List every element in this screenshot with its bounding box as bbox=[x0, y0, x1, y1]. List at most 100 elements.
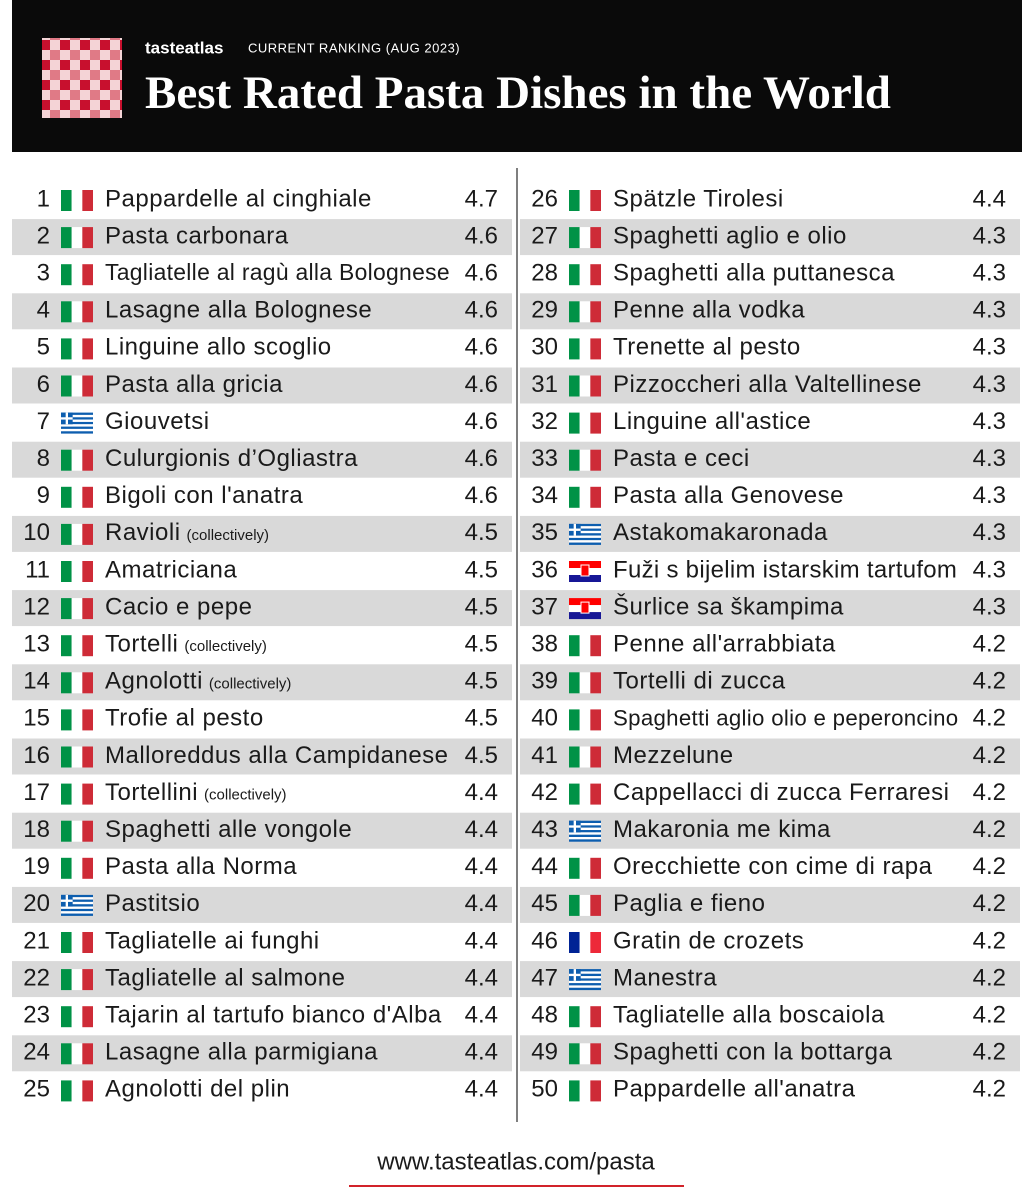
flag bbox=[61, 1043, 93, 1065]
table-row: 21 Tagliatelle ai funghi 4.4 bbox=[23, 927, 498, 954]
flag-stripe bbox=[61, 635, 72, 657]
flag-stripe bbox=[61, 969, 72, 991]
dish-name: Paglia e fieno bbox=[613, 890, 765, 917]
rating: 4.6 bbox=[465, 260, 498, 287]
flag-stripe bbox=[569, 635, 580, 657]
rating: 4.2 bbox=[973, 1002, 1006, 1029]
flag-stripe bbox=[71, 672, 83, 694]
flag-stripe bbox=[569, 987, 601, 991]
dish-name: Malloreddus alla Campidanese bbox=[105, 742, 449, 769]
flag-stripe bbox=[61, 746, 72, 768]
rating: 4.4 bbox=[465, 890, 498, 917]
row-band bbox=[520, 590, 1020, 627]
row-band bbox=[12, 293, 512, 330]
flag-stripe bbox=[569, 523, 601, 527]
flag-stripe bbox=[61, 899, 93, 902]
flag-stripe bbox=[579, 783, 591, 805]
rank: 30 bbox=[531, 334, 558, 361]
flag-stripe bbox=[569, 825, 601, 828]
dish-name: Lasagne alla parmigiana bbox=[105, 1039, 378, 1066]
rank: 34 bbox=[531, 482, 558, 509]
rank: 29 bbox=[531, 297, 558, 324]
rank: 31 bbox=[531, 371, 558, 398]
table-row: 26 Spätzle Tirolesi 4.4 bbox=[531, 185, 1006, 212]
flag-stripe bbox=[569, 540, 601, 543]
dish-name: Gratin de crozets bbox=[613, 927, 804, 954]
logo bbox=[42, 38, 122, 118]
dish-name: Ravioli bbox=[105, 519, 181, 546]
flag bbox=[569, 523, 601, 545]
dish-name: Pasta carbonara bbox=[105, 222, 289, 249]
dish-note: (collectively) bbox=[184, 638, 267, 655]
table-row: 29 Penne alla vodka 4.3 bbox=[520, 293, 1020, 330]
flag-stripe bbox=[590, 449, 601, 471]
row-band bbox=[520, 441, 1020, 478]
flag-stripe bbox=[61, 375, 72, 397]
flag-stripe bbox=[569, 375, 580, 397]
table-row: 40 Spaghetti aglio olio e peperoncino 4.2 bbox=[531, 705, 1006, 732]
rating: 4.5 bbox=[465, 742, 498, 769]
flag bbox=[61, 857, 93, 879]
flag-stripe bbox=[61, 190, 72, 211]
flag-stripe bbox=[82, 820, 93, 842]
flag-stripe bbox=[71, 338, 83, 360]
flag bbox=[61, 338, 93, 360]
dish-name: Šurlice sa škampima bbox=[613, 592, 844, 620]
row-band bbox=[12, 1035, 512, 1072]
flag-stripe bbox=[61, 424, 93, 427]
rank: 28 bbox=[531, 260, 558, 287]
dish-name: Pappardelle al cinghiale bbox=[105, 185, 372, 212]
flag-stripe bbox=[590, 190, 601, 211]
dish-name: Tortelli di zucca bbox=[613, 668, 786, 695]
rating: 4.3 bbox=[973, 297, 1006, 324]
table-row: 15 Trofie al pesto 4.5 bbox=[23, 705, 498, 732]
table-row: 49 Spaghetti con la bottarga 4.2 bbox=[520, 1035, 1020, 1072]
table-row: 37 Šurlice sa škampima 4.3 bbox=[520, 590, 1020, 627]
flag bbox=[61, 227, 93, 249]
dish-name: Agnolotti del plin bbox=[105, 1076, 290, 1103]
rating: 4.2 bbox=[973, 779, 1006, 806]
table-row: 14 Agnolotti (collectively) 4.5 bbox=[12, 664, 512, 701]
row-band bbox=[520, 1035, 1020, 1072]
flag bbox=[61, 190, 93, 211]
table-row: 20 Pastitsio 4.4 bbox=[12, 886, 512, 923]
flag-stripe bbox=[61, 894, 93, 898]
dish-name: Cappellacci di zucca Ferraresi bbox=[613, 779, 949, 806]
footer-url: www.tasteatlas.com/pasta bbox=[376, 1148, 655, 1175]
row-band bbox=[12, 515, 512, 552]
flag-stripe bbox=[71, 783, 83, 805]
flag bbox=[61, 932, 93, 953]
flag-stripe bbox=[590, 338, 601, 360]
flag-stripe bbox=[569, 528, 601, 531]
dish-name: Pasta alla gricia bbox=[105, 371, 283, 398]
flag-stripe bbox=[61, 414, 93, 418]
flag-stripe bbox=[569, 839, 601, 842]
flag-stripe bbox=[579, 672, 591, 694]
flag bbox=[569, 375, 601, 397]
flag-stripe bbox=[61, 428, 93, 432]
flag-stripe bbox=[569, 827, 601, 831]
flag-stripe bbox=[579, 227, 591, 249]
dish-name: Pizzoccheri alla Valtellinese bbox=[613, 371, 922, 398]
dish-name: Tortellini bbox=[105, 779, 198, 806]
flag bbox=[569, 338, 601, 360]
flag bbox=[61, 561, 93, 582]
flag-stripe bbox=[579, 894, 591, 916]
rating: 4.2 bbox=[973, 631, 1006, 658]
flag-stripe bbox=[82, 338, 93, 360]
flag-stripe bbox=[569, 976, 601, 979]
rating: 4.2 bbox=[973, 927, 1006, 954]
flag bbox=[61, 1006, 93, 1028]
flag-stripe bbox=[82, 190, 93, 211]
brand: tasteatlas bbox=[145, 38, 223, 57]
rating: 4.4 bbox=[465, 779, 498, 806]
flag-stripe bbox=[569, 983, 601, 986]
rank: 37 bbox=[531, 593, 558, 620]
flag-stripe bbox=[71, 969, 83, 991]
flag-stripe bbox=[82, 523, 93, 545]
rating: 4.4 bbox=[465, 853, 498, 880]
flag-stripe bbox=[590, 375, 601, 397]
flag-stripe bbox=[71, 449, 83, 471]
dish-name: Orecchiette con cime di rapa bbox=[613, 853, 933, 880]
